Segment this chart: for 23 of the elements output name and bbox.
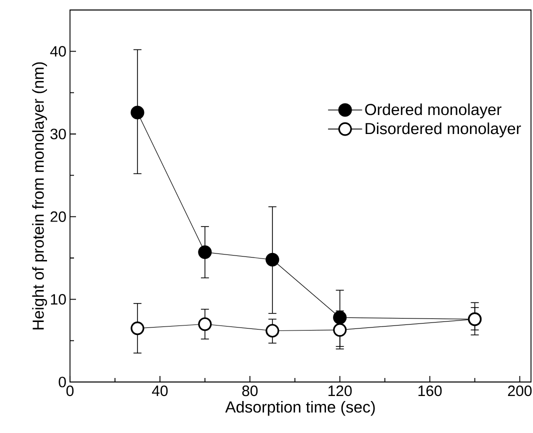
y-axis-title: Height of protein from monolayer (nm) <box>32 62 48 330</box>
x-tick-label: 80 <box>242 386 258 396</box>
y-tick-label: 40 <box>50 46 66 57</box>
point <box>333 323 347 337</box>
legend-label: Disordered monolayer <box>366 122 521 138</box>
x-tick-label: 40 <box>152 386 168 396</box>
x-tick-label: 0 <box>66 386 74 396</box>
x-tick-label: 160 <box>418 386 442 396</box>
x-tick-label: 200 <box>508 386 532 396</box>
point <box>130 106 144 120</box>
y-tick-label: 0 <box>58 376 66 388</box>
point <box>266 324 280 338</box>
legend-label: Ordered monolayer <box>365 103 502 118</box>
y-tick-label: 20 <box>50 211 66 222</box>
point <box>130 321 144 336</box>
point <box>198 245 212 260</box>
point <box>266 252 280 266</box>
point <box>333 310 347 324</box>
y-tick-label: 30 <box>50 128 66 140</box>
point <box>198 317 212 331</box>
x-tick-label: 120 <box>328 386 352 396</box>
x-axis-title: Adsorption time (sec) <box>225 400 375 416</box>
y-tick-label: 10 <box>51 294 66 305</box>
